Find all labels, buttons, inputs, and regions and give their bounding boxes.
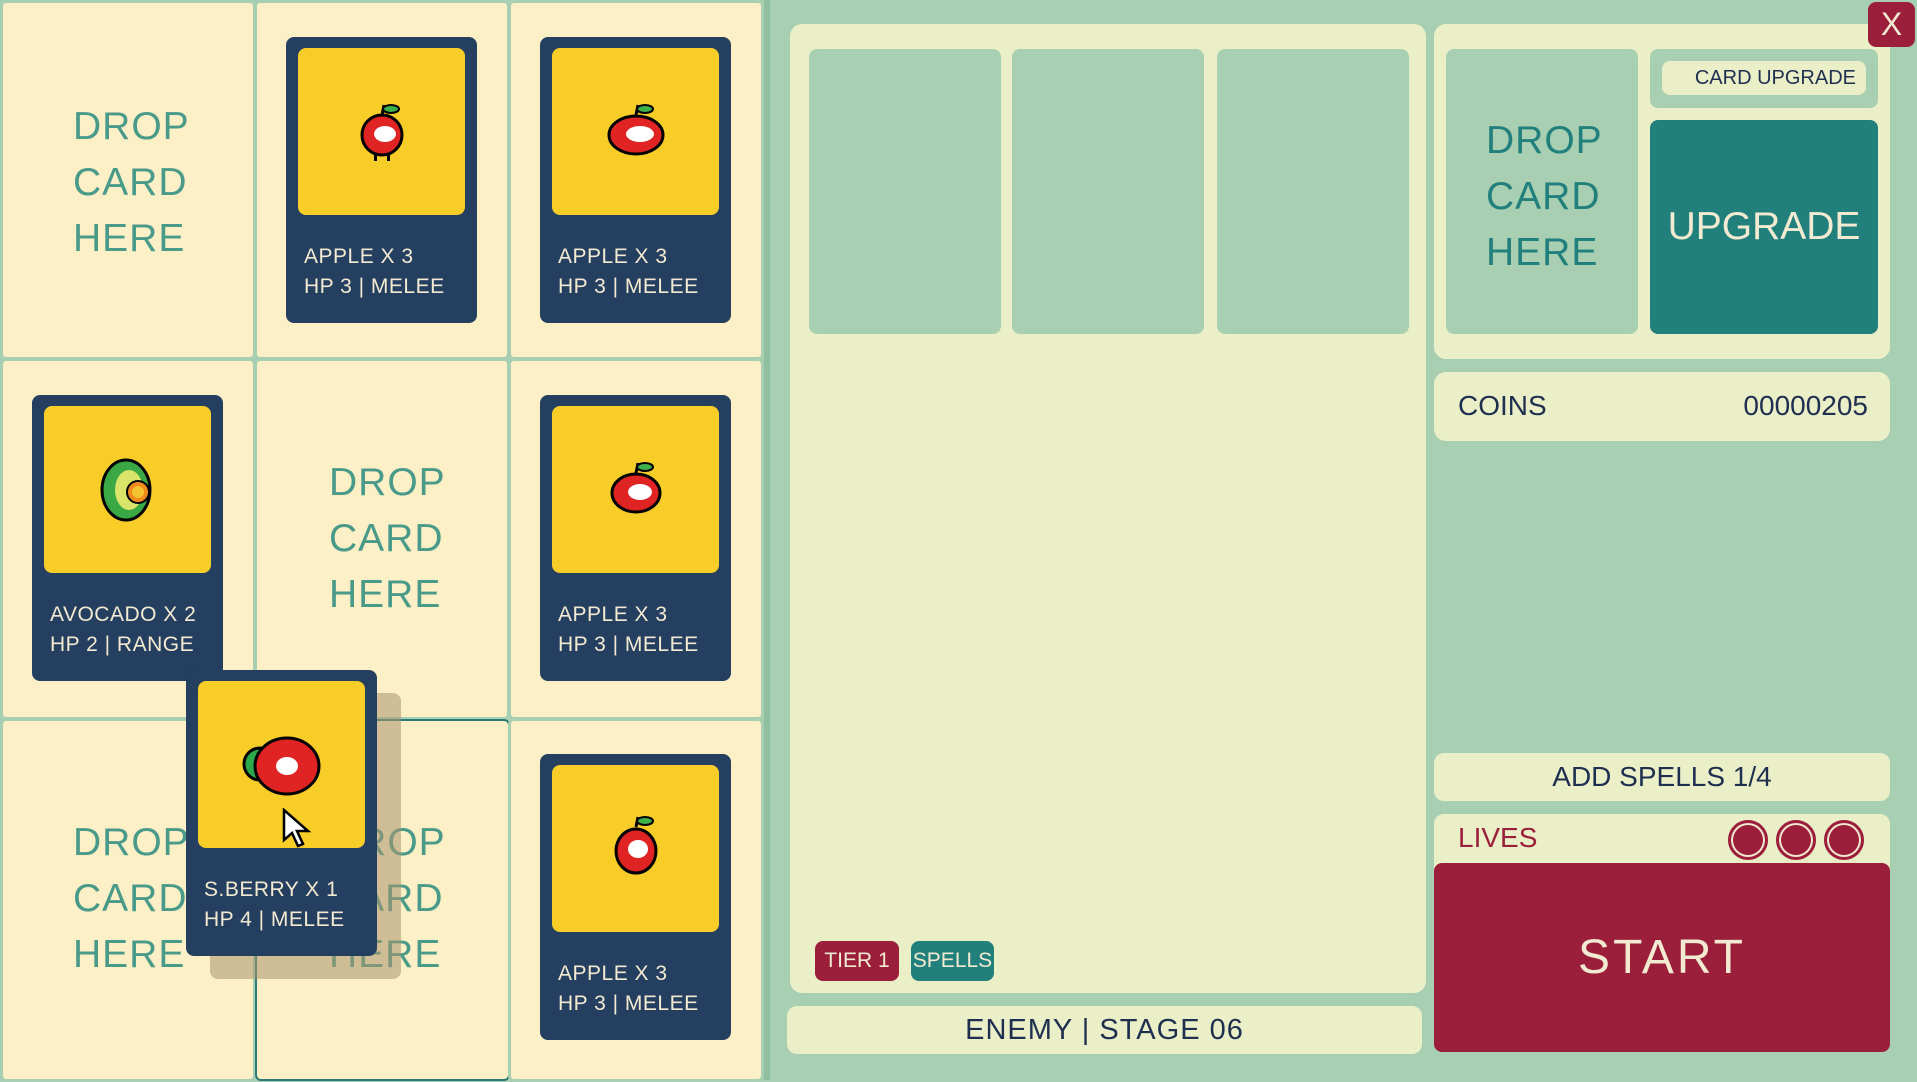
card-name: S.BERRY X 1 xyxy=(204,878,339,901)
drop-line: CARD xyxy=(73,877,188,920)
drop-card-hint: DROP CARD HERE xyxy=(73,815,190,983)
enemy-slot-1[interactable] xyxy=(809,49,1001,334)
lives-indicators xyxy=(1728,820,1864,860)
life-icon xyxy=(1776,820,1816,860)
card-name: APPLE X 3 xyxy=(558,962,668,985)
drop-line: HERE xyxy=(73,933,186,976)
drop-line: HERE xyxy=(329,573,442,616)
coins-value: 00000205 xyxy=(1743,390,1868,421)
drop-card-hint: DROP CARD HERE xyxy=(1486,113,1603,281)
drop-card-hint: DROP CARD HERE xyxy=(329,455,446,623)
unit-card-apple[interactable]: APPLE X 3 HP 3 | MELEE xyxy=(540,395,731,681)
spells-badge[interactable]: SPELLS xyxy=(911,941,994,981)
unit-card-apple[interactable]: APPLE X 3 HP 3 | MELEE xyxy=(540,754,731,1040)
card-stats: HP 2 | RANGE xyxy=(50,633,195,656)
card-stats: HP 3 | MELEE xyxy=(558,275,699,298)
lives-panel: LIVES START xyxy=(1434,814,1890,1052)
card-name: AVOCADO X 2 xyxy=(50,603,197,626)
card-stats: HP 3 | MELEE xyxy=(558,633,699,656)
strawberry-icon xyxy=(242,736,320,795)
apple-icon xyxy=(360,103,403,161)
drop-line: CARD xyxy=(1486,175,1601,218)
upgrade-panel: DROP CARD HERE CARD UPGRADE UPGRADE xyxy=(1434,24,1890,359)
dragged-card-strawberry[interactable]: S.BERRY X 1 HP 4 | MELEE xyxy=(186,670,377,956)
coins-display: COINS 00000205 xyxy=(1434,372,1890,441)
board-slot-5[interactable]: DROP CARD HERE xyxy=(254,358,510,720)
upgrade-button[interactable]: UPGRADE xyxy=(1650,120,1878,334)
upgrade-drop-slot[interactable]: DROP CARD HERE xyxy=(1446,49,1638,334)
drop-line: DROP xyxy=(329,461,446,504)
life-icon xyxy=(1824,820,1864,860)
apple-icon xyxy=(614,815,657,874)
drop-line: HERE xyxy=(73,217,186,260)
enemy-slot-3[interactable] xyxy=(1217,49,1409,334)
drop-card-hint: DROP CARD HERE xyxy=(73,99,190,267)
apple-icon xyxy=(607,103,664,155)
drop-line: HERE xyxy=(1486,231,1599,274)
card-upgrade-header: CARD UPGRADE xyxy=(1650,49,1878,108)
card-art xyxy=(44,406,211,573)
drop-line: DROP xyxy=(73,821,190,864)
card-stats: HP 3 | MELEE xyxy=(558,992,699,1015)
card-name: APPLE X 3 xyxy=(304,245,414,268)
card-art xyxy=(198,681,365,848)
life-icon xyxy=(1728,820,1768,860)
enemy-slot-2[interactable] xyxy=(1012,49,1204,334)
card-stats: HP 4 | MELEE xyxy=(204,908,345,931)
card-art xyxy=(552,406,719,573)
unit-card-apple[interactable]: APPLE X 3 HP 3 | MELEE xyxy=(540,37,731,323)
unit-card-apple[interactable]: APPLE X 3 HP 3 | MELEE xyxy=(286,37,477,323)
drop-line: CARD xyxy=(329,517,444,560)
drop-line: DROP xyxy=(1486,119,1603,162)
enemy-panel: TIER 1 SPELLS xyxy=(790,24,1426,993)
start-button[interactable]: START xyxy=(1434,863,1890,1052)
enemy-stage-label: ENEMY | STAGE 06 xyxy=(787,1006,1422,1054)
card-art xyxy=(298,48,465,215)
card-art xyxy=(552,48,719,215)
drop-line: CARD xyxy=(73,161,188,204)
card-upgrade-title: CARD UPGRADE xyxy=(1662,61,1866,95)
card-name: APPLE X 3 xyxy=(558,603,668,626)
drop-line: DROP xyxy=(73,105,190,148)
tier-badge[interactable]: TIER 1 xyxy=(815,941,899,981)
right-divider xyxy=(764,0,770,1080)
lives-label: LIVES xyxy=(1458,822,1538,853)
avocado-icon xyxy=(100,458,151,521)
close-button[interactable]: X xyxy=(1868,2,1915,47)
unit-card-avocado[interactable]: AVOCADO X 2 HP 2 | RANGE xyxy=(32,395,223,681)
mouse-cursor-icon xyxy=(282,808,312,848)
add-spells-button[interactable]: ADD SPELLS 1/4 xyxy=(1434,753,1890,801)
apple-icon xyxy=(610,461,661,513)
card-stats: HP 3 | MELEE xyxy=(304,275,445,298)
board-slot-1[interactable]: DROP CARD HERE xyxy=(0,0,256,360)
coins-label: COINS xyxy=(1458,390,1547,421)
card-name: APPLE X 3 xyxy=(558,245,668,268)
card-art xyxy=(552,765,719,932)
